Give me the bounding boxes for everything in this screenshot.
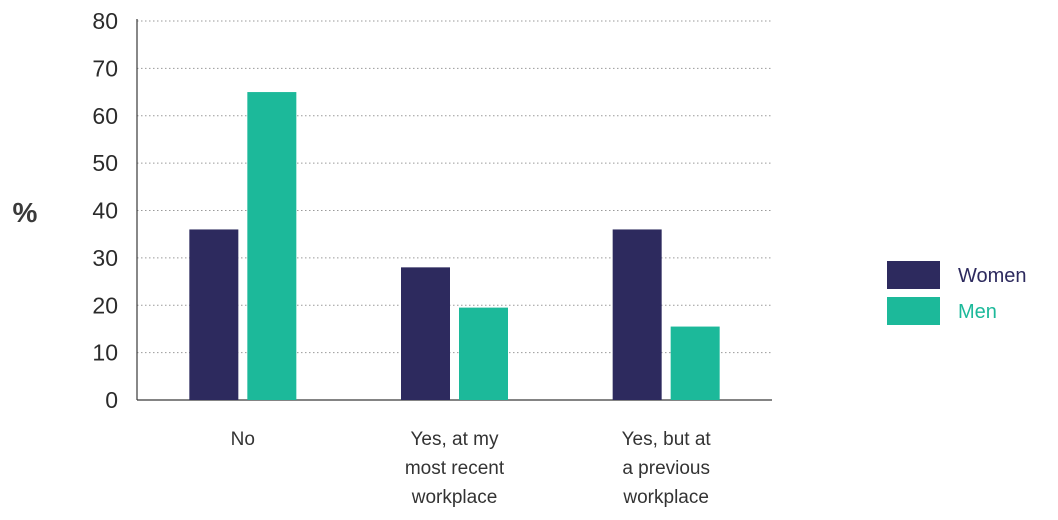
x-category-labels: No Yes, at my most recent workplace Yes, but… bbox=[231, 429, 712, 508]
legend: Women Men bbox=[887, 261, 1027, 325]
y-tick-label: 80 bbox=[92, 8, 118, 34]
y-axis-label: % bbox=[13, 197, 38, 228]
y-tick-label: 20 bbox=[92, 292, 118, 318]
gridlines bbox=[137, 20, 772, 354]
bar-men-0 bbox=[247, 92, 297, 400]
x-category-label: Yes, at my bbox=[410, 429, 499, 450]
y-tick-label: 10 bbox=[92, 340, 118, 366]
x-category-label: workplace bbox=[622, 487, 709, 508]
x-category-label: a previous bbox=[622, 458, 710, 479]
x-category-label: Yes, but at bbox=[622, 429, 712, 450]
y-tick-label: 40 bbox=[92, 198, 118, 224]
bar-women-2 bbox=[612, 229, 662, 400]
y-tick-label: 0 bbox=[105, 387, 118, 413]
y-tick-label: 30 bbox=[92, 245, 118, 271]
bar-women-1 bbox=[401, 267, 450, 400]
axes bbox=[136, 19, 772, 401]
y-tick-label: 70 bbox=[92, 55, 118, 81]
bars bbox=[189, 92, 720, 400]
y-tick-label: 50 bbox=[92, 150, 118, 176]
legend-swatch-women bbox=[887, 261, 940, 289]
legend-label-women: Women bbox=[958, 265, 1027, 287]
bar-men-1 bbox=[459, 307, 508, 400]
legend-label-men: Men bbox=[958, 301, 997, 323]
legend-swatch-men bbox=[887, 297, 940, 325]
bar-women-0 bbox=[189, 229, 239, 400]
y-tick-label: 60 bbox=[92, 103, 118, 129]
x-category-label: No bbox=[231, 429, 255, 450]
x-category-label: workplace bbox=[411, 487, 498, 508]
y-tick-labels: 0 10 20 30 40 50 60 70 80 bbox=[92, 8, 118, 413]
bar-men-2 bbox=[670, 326, 720, 400]
x-category-label: most recent bbox=[405, 458, 505, 479]
